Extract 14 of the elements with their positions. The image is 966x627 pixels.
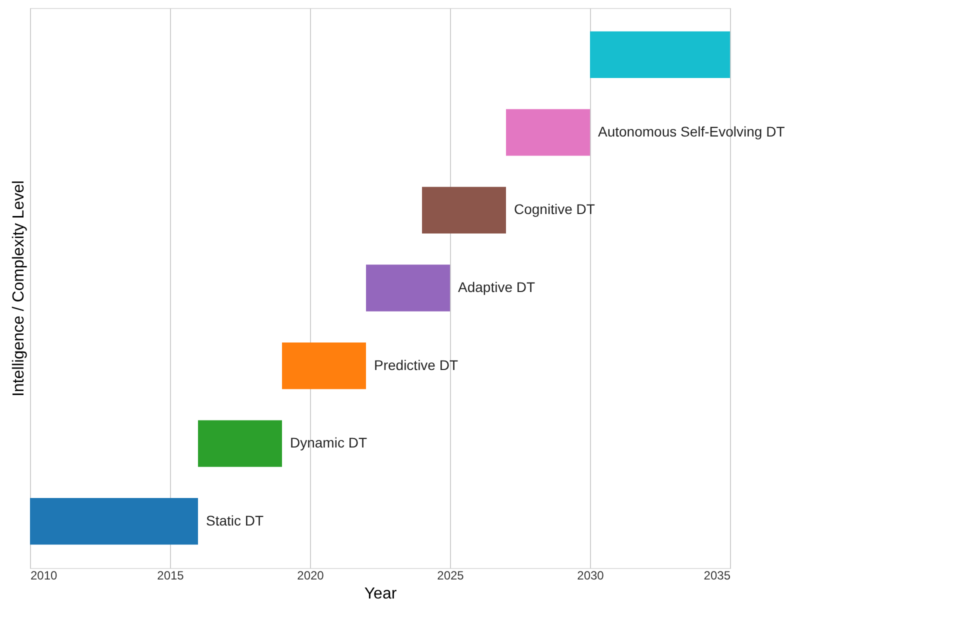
y-tick-label: Cognitive DT	[514, 201, 596, 218]
x-tick-label: 2025	[437, 568, 464, 582]
y-tick-label: Dynamic DT	[290, 434, 368, 451]
x-axis-title: Year	[364, 586, 398, 602]
x-tick-label: 2015	[157, 568, 184, 582]
x-tick-label: 2030	[577, 568, 604, 582]
x-tick-label: 2010	[30, 568, 58, 582]
x-tick-label: 2020	[297, 568, 324, 582]
y-axis-title: Intelligence / Complexity Level	[10, 180, 28, 397]
x-tick-label: 2035	[704, 568, 731, 582]
y-tick-label: Adaptive DT	[458, 279, 536, 295]
y-tick-label: Predictive DT	[374, 356, 458, 373]
y-tick-label: Static DT	[206, 512, 264, 528]
y-tick-label: Autonomous Self-Evolving DT	[598, 123, 786, 140]
